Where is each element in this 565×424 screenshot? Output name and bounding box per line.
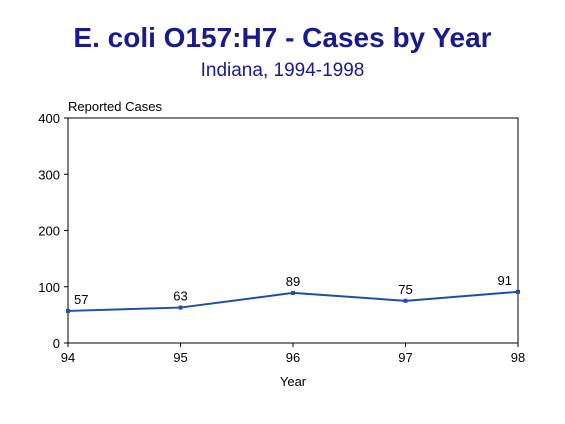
data-label: 63 [173,289,187,304]
x-tick-label: 98 [511,350,525,365]
x-axis-ticks: 94 95 96 97 98 [61,343,525,365]
data-point [178,305,183,310]
y-tick-label: 400 [38,111,60,126]
y-tick-label: 200 [38,224,60,239]
data-labels: 57 63 89 75 91 [74,273,512,307]
y-tick-label: 0 [53,336,60,351]
x-tick-label: 95 [173,350,187,365]
data-label: 57 [74,292,88,307]
y-tick-label: 100 [38,280,60,295]
chart-subtitle: Indiana, 1994-1998 [200,60,365,81]
y-tick-label: 300 [38,167,60,182]
data-point [403,298,408,303]
x-axis-label: Year [280,374,307,389]
x-tick-label: 94 [61,350,75,365]
x-tick-label: 97 [398,350,412,365]
data-label: 89 [286,274,300,289]
y-axis-ticks: 0 100 200 300 400 [38,111,68,351]
data-point [516,289,520,294]
data-label: 75 [398,282,412,297]
data-point [66,308,70,313]
data-point [291,290,295,295]
chart-title: E. coli O157:H7 - Cases by Year [73,22,492,53]
y-axis-label: Reported Cases [68,99,162,114]
x-tick-label: 96 [286,350,300,365]
data-label: 91 [498,273,512,288]
series-line-group [66,289,520,313]
